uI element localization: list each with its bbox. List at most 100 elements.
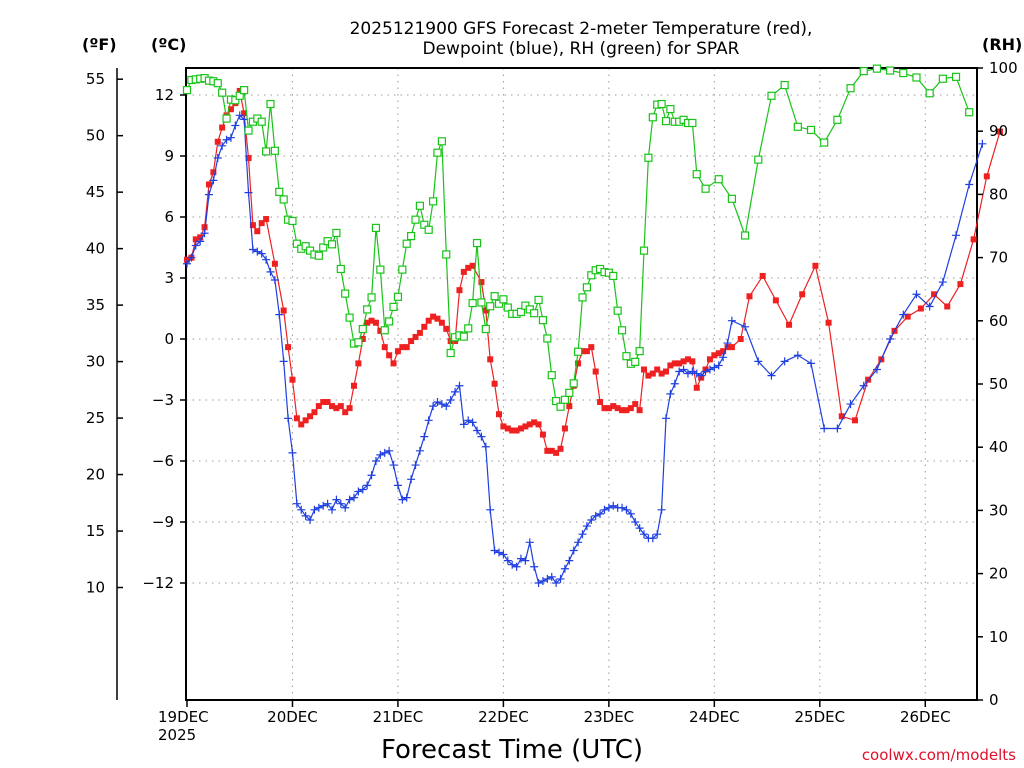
relative-humidity-point xyxy=(477,298,486,307)
relative-humidity-point xyxy=(218,88,227,97)
relative-humidity-point xyxy=(319,243,328,252)
dewpoint-point xyxy=(191,241,200,250)
relative-humidity-point xyxy=(341,289,350,298)
relative-humidity-point xyxy=(657,99,666,109)
dewpoint-series xyxy=(183,111,987,587)
dewpoint-point xyxy=(670,379,679,388)
relative-humidity-point xyxy=(767,91,776,100)
dewpoint-point xyxy=(543,574,552,583)
temperature-point xyxy=(285,344,292,351)
dewpoint-point xyxy=(393,481,402,490)
relative-humidity-point xyxy=(459,332,468,341)
relative-humidity-point xyxy=(262,147,271,156)
relative-humidity-point xyxy=(393,292,403,301)
dewpoint-point xyxy=(780,357,789,366)
temperature-point xyxy=(460,268,467,275)
dewpoint-point xyxy=(538,576,547,585)
relative-humidity-point xyxy=(578,293,587,302)
relative-humidity-point xyxy=(538,316,548,325)
temperature-point xyxy=(654,366,661,373)
temperature-point xyxy=(522,423,529,430)
x-tick-label: 26DEC xyxy=(900,708,951,726)
dewpoint-point xyxy=(306,515,315,524)
dewpoint-point xyxy=(398,495,407,504)
relative-humidity-point xyxy=(833,115,842,124)
dewpoint-point xyxy=(310,505,319,514)
temperature-point xyxy=(219,124,226,131)
celsius-tick-label: −6 xyxy=(152,452,174,470)
temperature-point xyxy=(772,297,779,304)
dewpoint-point xyxy=(578,530,587,539)
relative-humidity-point xyxy=(385,317,394,326)
temperature-point xyxy=(263,216,270,223)
relative-humidity-point xyxy=(780,80,789,90)
relative-humidity-point xyxy=(464,324,473,333)
series-layer xyxy=(182,64,1003,587)
temperature-point xyxy=(184,256,190,263)
dewpoint-point xyxy=(279,357,288,366)
relative-humidity-point xyxy=(635,347,644,356)
dewpoint-point xyxy=(547,572,556,581)
relative-humidity-point xyxy=(644,153,653,162)
relative-humidity-point xyxy=(727,194,737,203)
relative-humidity-point xyxy=(617,326,627,335)
relative-humidity-point xyxy=(912,73,921,82)
dewpoint-point xyxy=(490,546,499,555)
relative-humidity-point xyxy=(547,371,556,380)
dewpoint-point xyxy=(661,414,670,423)
relative-humidity-point xyxy=(560,395,570,404)
relative-humidity-point xyxy=(494,299,504,308)
dewpoint-point xyxy=(275,310,284,319)
x-tick-label: 21DEC xyxy=(373,708,424,726)
dewpoint-point xyxy=(262,255,271,264)
relative-humidity-point xyxy=(363,305,372,314)
dewpoint-point xyxy=(653,530,662,539)
temperature-point xyxy=(724,344,731,351)
relative-humidity-point xyxy=(367,293,376,302)
relative-humidity-point xyxy=(402,239,411,248)
relative-humidity-point xyxy=(433,148,442,157)
dewpoint-point xyxy=(420,432,429,441)
relative-humidity-point xyxy=(389,302,398,311)
dewpoint-point xyxy=(521,556,530,565)
relative-humidity-point xyxy=(301,242,310,251)
dewpoint-point xyxy=(415,446,424,455)
temperature-point xyxy=(944,303,951,310)
temperature-point xyxy=(799,291,806,298)
dewpoint-point xyxy=(433,398,442,407)
relative-humidity-point xyxy=(530,309,539,318)
temperature-point xyxy=(623,407,630,414)
fahrenheit-tick-label: 35 xyxy=(86,296,105,314)
temperature-point xyxy=(517,425,524,432)
relative-humidity-point xyxy=(288,216,297,226)
temperature-point xyxy=(553,449,560,456)
temperature-point xyxy=(614,405,621,412)
temperature-point xyxy=(759,272,766,279)
dewpoint-point xyxy=(534,579,543,587)
dewpoint-point xyxy=(886,335,895,343)
relative-humidity-point xyxy=(437,137,446,146)
temperature-point xyxy=(412,333,419,340)
dewpoint-point xyxy=(385,446,394,455)
temperature-point xyxy=(227,106,234,113)
temperature-point xyxy=(720,348,727,355)
temperature-point xyxy=(399,344,406,351)
relative-humidity-point xyxy=(569,379,578,388)
temperature-point xyxy=(416,329,423,336)
x-tick-label: 25DEC xyxy=(795,708,846,726)
relative-humidity-point xyxy=(701,184,710,193)
dewpoint-point xyxy=(411,461,420,470)
dewpoint-point xyxy=(807,359,816,368)
dewpoint-point xyxy=(952,231,961,240)
relative-humidity-point xyxy=(552,396,561,406)
relative-humidity-point xyxy=(446,348,455,358)
dewpoint-point xyxy=(424,416,433,425)
dewpoint-point xyxy=(508,560,517,569)
dewpoint-point xyxy=(965,180,974,189)
relative-humidity-point xyxy=(587,271,596,280)
relative-humidity-point xyxy=(420,220,429,229)
rh-tick-label: 0 xyxy=(989,691,999,709)
relative-humidity-point xyxy=(951,72,961,81)
dewpoint-point xyxy=(596,509,605,518)
temperature-point xyxy=(812,262,819,269)
